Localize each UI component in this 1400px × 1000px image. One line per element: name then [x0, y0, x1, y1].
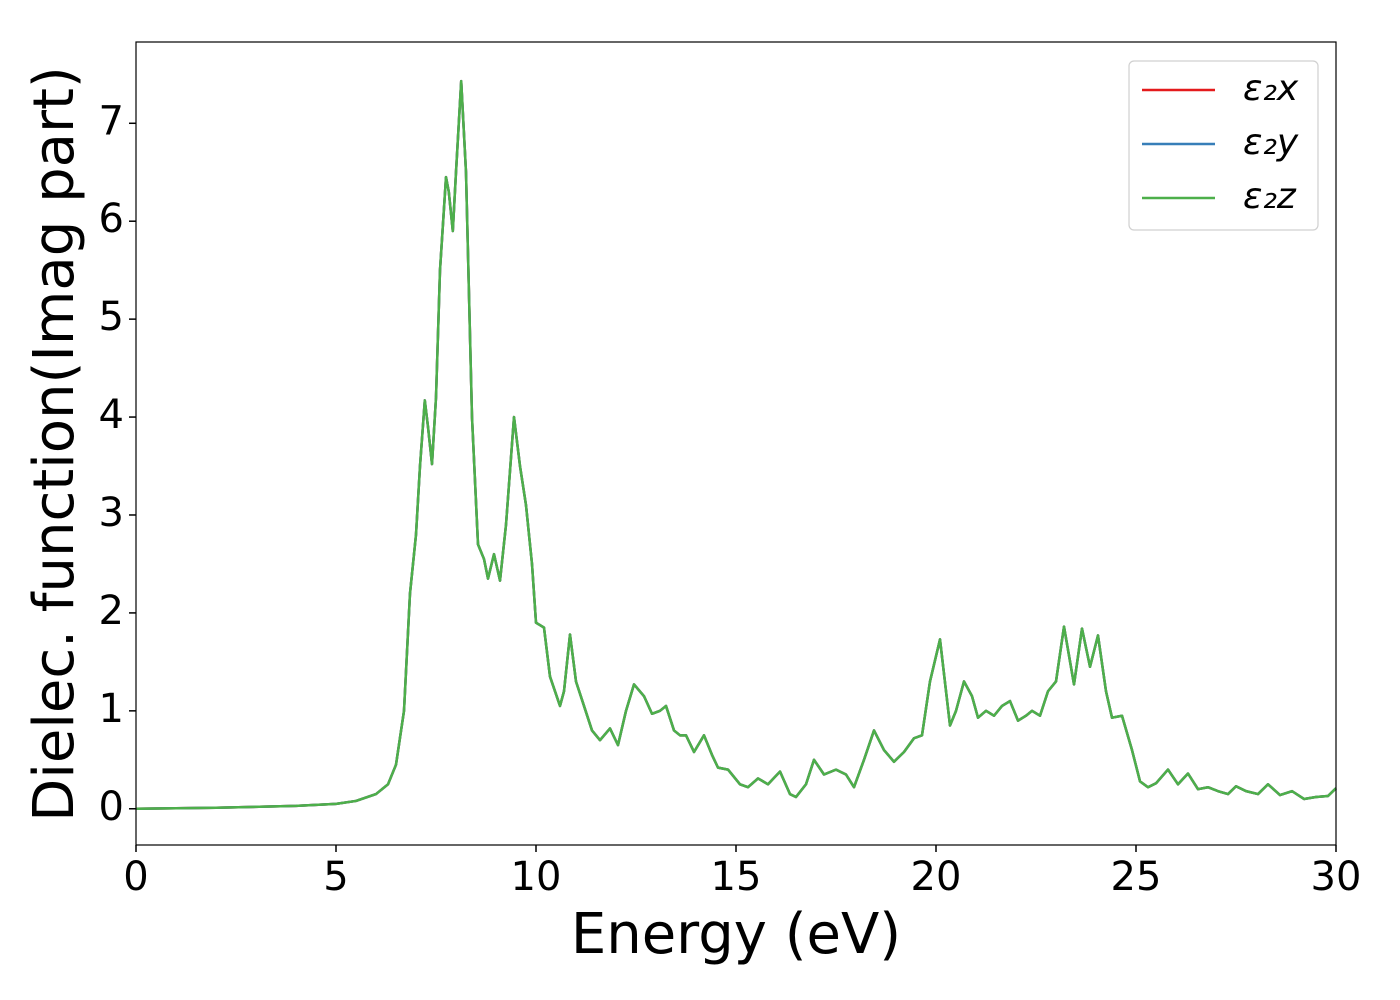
y-tick-label: 1 [99, 686, 124, 732]
y-tick-label: 2 [99, 588, 124, 634]
x-tick-label: 5 [323, 854, 348, 900]
x-tick-label: 15 [711, 854, 762, 900]
y-axis-label: Dielec. function(Imag part) [22, 66, 87, 822]
x-tick-label: 30 [1311, 854, 1362, 900]
x-tick-label: 10 [511, 854, 562, 900]
y-tick-label: 6 [99, 196, 124, 242]
legend-label: ε₂z [1243, 176, 1297, 217]
y-tick-label: 4 [99, 392, 124, 438]
x-axis-label: Energy (eV) [571, 902, 901, 967]
y-tick-label: 5 [99, 294, 124, 340]
y-tick-label: 0 [99, 784, 124, 830]
series-line [135, 79, 1337, 811]
legend-label: ε₂x [1243, 68, 1299, 109]
x-tick-label: 25 [1111, 854, 1162, 900]
y-tick-label: 7 [99, 98, 124, 144]
y-tick-label: 3 [99, 490, 124, 536]
x-tick-label: 20 [911, 854, 962, 900]
legend-box [1128, 60, 1319, 231]
legend-label: ε₂y [1243, 122, 1299, 163]
plot-frame [135, 41, 1337, 846]
x-tick-label: 0 [123, 854, 148, 900]
